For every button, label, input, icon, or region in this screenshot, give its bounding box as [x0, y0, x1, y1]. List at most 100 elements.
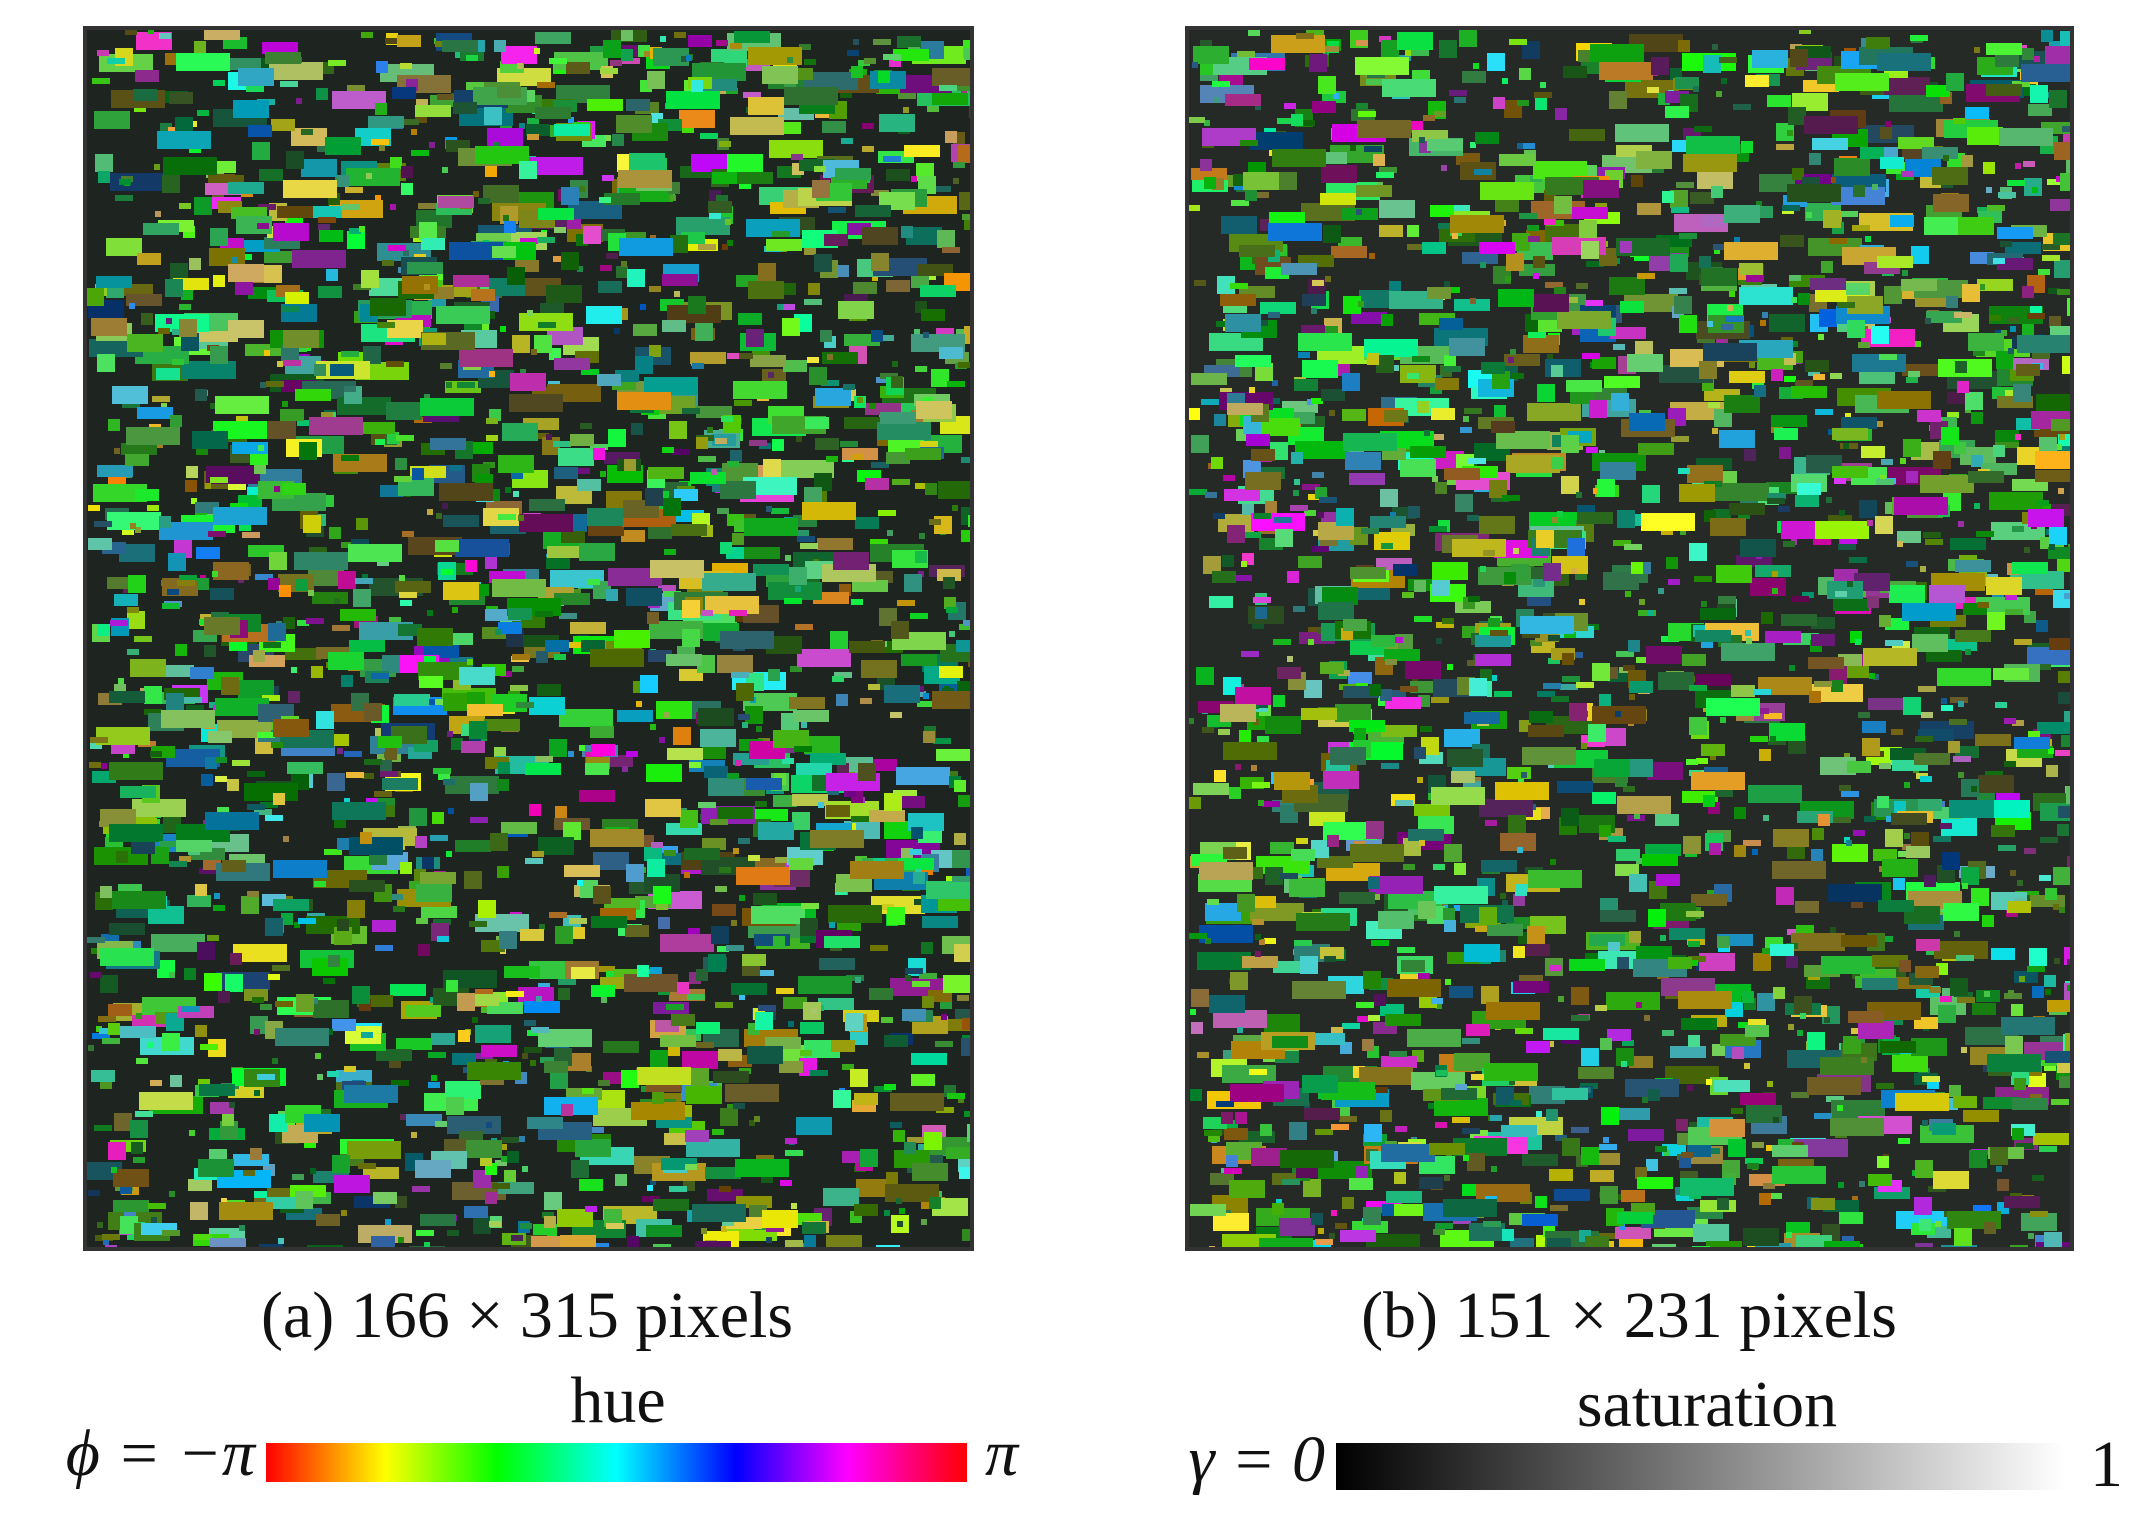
- speckle: [402, 531, 414, 537]
- speckle: [1986, 187, 1992, 193]
- speckle: [133, 1157, 145, 1163]
- speckle: [501, 1137, 519, 1143]
- speckle: [688, 928, 700, 934]
- speckle: [753, 893, 777, 905]
- speckle: [1629, 1056, 1653, 1068]
- speckle: [447, 731, 453, 737]
- speckle: [791, 1203, 797, 1209]
- speckle: [812, 180, 830, 198]
- speckle: [1394, 1172, 1406, 1184]
- speckle: [131, 842, 155, 854]
- speckle: [554, 124, 590, 136]
- speckle: [2012, 720, 2024, 726]
- speckle: [444, 1139, 468, 1151]
- speckle: [730, 117, 784, 135]
- speckle: [1561, 476, 1579, 494]
- speckle: [259, 169, 283, 181]
- speckle: [1993, 258, 2005, 264]
- speckle: [564, 865, 600, 877]
- speckle: [1282, 1179, 1300, 1185]
- speckle: [1707, 321, 1713, 327]
- speckle: [1220, 294, 1256, 306]
- speckle: [248, 125, 272, 137]
- speckle: [91, 948, 97, 954]
- speckle: [1974, 503, 1980, 509]
- speckle: [1669, 288, 1687, 294]
- speckle: [1380, 1004, 1404, 1016]
- speckle: [485, 1192, 497, 1204]
- speckle: [273, 793, 285, 805]
- speckle: [939, 85, 957, 91]
- speckle: [269, 62, 323, 80]
- speckle: [159, 841, 177, 847]
- speckle: [204, 28, 240, 40]
- speckle: [1323, 152, 1347, 164]
- speckle: [763, 459, 781, 477]
- speckle: [1447, 749, 1483, 767]
- speckle: [112, 891, 166, 909]
- speckle: [1644, 1015, 1650, 1021]
- speckle: [534, 335, 552, 353]
- speckle: [455, 840, 491, 852]
- speckle: [1617, 957, 1629, 969]
- speckle: [923, 693, 929, 699]
- speckle: [962, 1018, 972, 1030]
- speckle: [1452, 233, 1458, 239]
- speckle: [1357, 1016, 1369, 1022]
- speckle: [972, 63, 990, 69]
- speckle: [1235, 687, 1271, 705]
- speckle: [1965, 392, 1983, 410]
- speckle: [1491, 421, 1515, 433]
- speckle: [538, 983, 550, 989]
- speckle: [1473, 63, 1479, 69]
- speckle: [161, 710, 215, 728]
- speckle: [1802, 592, 1814, 598]
- speckle: [155, 211, 161, 217]
- speckle: [422, 333, 446, 345]
- speckle: [349, 228, 361, 234]
- speckle: [1701, 215, 1725, 227]
- speckle: [2062, 356, 2072, 374]
- speckle: [1715, 483, 1769, 501]
- speckle: [1335, 704, 1371, 722]
- speckle: [1301, 708, 1337, 720]
- speckle: [961, 457, 972, 463]
- speckle: [796, 436, 802, 442]
- speckle: [879, 114, 915, 132]
- speckle: [826, 805, 850, 817]
- speckle: [633, 324, 657, 336]
- speckle: [719, 867, 731, 873]
- speckle: [2032, 187, 2038, 193]
- speckle: [1950, 538, 1986, 550]
- speckle: [843, 384, 855, 390]
- speckle: [602, 175, 614, 181]
- speckle: [1670, 1046, 1706, 1058]
- speckle: [1242, 503, 1254, 515]
- speckle: [656, 701, 692, 719]
- speckle: [789, 567, 807, 585]
- speckle: [739, 994, 745, 1000]
- speckle: [1614, 1108, 1650, 1120]
- speckle: [458, 1030, 470, 1042]
- speckle: [743, 92, 761, 98]
- speckle: [2049, 638, 2072, 650]
- speckle: [717, 946, 729, 952]
- speckle: [1234, 575, 1252, 581]
- speckle: [1385, 697, 1421, 709]
- speckle: [1754, 385, 1766, 397]
- speckle: [650, 724, 656, 730]
- speckle: [148, 1203, 166, 1209]
- speckle: [1385, 1014, 1421, 1026]
- speckle: [241, 896, 259, 914]
- speckle: [1376, 355, 1394, 373]
- speckle: [873, 759, 897, 771]
- speckle: [1617, 796, 1671, 814]
- speckle: [1293, 490, 1299, 496]
- speckle: [1687, 1085, 1693, 1091]
- speckle: [511, 1235, 523, 1241]
- speckle: [1403, 864, 1415, 870]
- speckle: [1422, 242, 1446, 254]
- speckle: [547, 546, 583, 558]
- speckle: [904, 145, 940, 157]
- speckle: [1996, 351, 2014, 369]
